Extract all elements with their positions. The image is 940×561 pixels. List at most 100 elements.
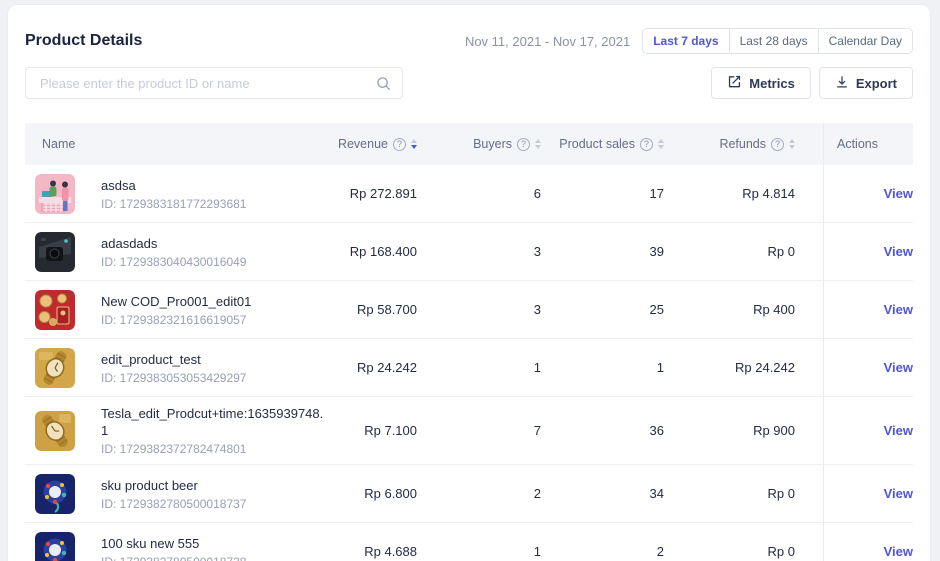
name-cell: asdsa ID: 1729383181772293681	[25, 166, 325, 222]
refunds-value: Rp 24.242	[735, 360, 795, 375]
name-cell: adasdads ID: 1729383040430016049	[25, 224, 325, 280]
product-thumbnail	[35, 410, 75, 451]
product-name-block: New COD_Pro001_edit01 ID: 17293823216166…	[101, 293, 251, 327]
actions-cell: View	[823, 165, 913, 222]
revenue-value: Rp 272.891	[349, 186, 417, 201]
product-name: asdsa	[101, 177, 136, 193]
refunds-value: Rp 900	[753, 423, 795, 438]
info-icon[interactable]: ?	[517, 137, 530, 151]
actions-cell: View	[823, 281, 913, 338]
product-id: ID: 1729383053053429297	[101, 370, 247, 385]
range-button-last-7-days[interactable]: Last 7 days	[653, 34, 719, 48]
actions-cell: View	[823, 465, 913, 522]
download-icon	[835, 75, 849, 92]
info-icon[interactable]: ?	[640, 137, 653, 151]
name-cell: New COD_Pro001_edit01 ID: 17293823216166…	[25, 282, 325, 338]
view-link[interactable]: View	[883, 244, 913, 259]
table-row: Tesla_edit_Prodcut+time:1635939748.1 ID:…	[25, 397, 913, 465]
name-cell: Tesla_edit_Prodcut+time:1635939748.1 ID:…	[25, 397, 325, 464]
view-link[interactable]: View	[883, 302, 913, 317]
product-name-block: 100 sku new 555 ID: 1729382780500018738	[101, 535, 246, 561]
table-row: adasdads ID: 1729383040430016049 Rp 168.…	[25, 223, 913, 281]
view-link[interactable]: View	[883, 186, 913, 201]
product-name: edit_product_test	[101, 351, 201, 367]
product-sales-value: 25	[649, 302, 664, 317]
product-sales-value: 17	[649, 186, 664, 201]
product-thumbnail	[35, 173, 75, 214]
view-link[interactable]: View	[883, 423, 913, 438]
actions-cell: View	[823, 523, 913, 561]
name-cell: sku product beer ID: 1729382780500018737	[25, 466, 325, 522]
column-header-product-sales: Product sales ?	[547, 123, 670, 165]
product-id: ID: 1729382780500018737	[101, 496, 247, 511]
product-id: ID: 1729382321616619057	[101, 312, 247, 327]
revenue-value: Rp 7.100	[364, 423, 417, 438]
buyers-value: 3	[533, 244, 541, 259]
export-button[interactable]: Export	[818, 67, 913, 99]
actions-cell: View	[823, 223, 913, 280]
buyers-value: 3	[533, 302, 541, 317]
view-link[interactable]: View	[883, 544, 913, 559]
sort-icon[interactable]	[789, 139, 795, 149]
action-buttons: Metrics Export	[711, 67, 913, 99]
info-icon[interactable]: ?	[393, 137, 406, 151]
column-header-actions: Actions	[823, 123, 913, 165]
sort-icon[interactable]	[535, 139, 541, 149]
product-name-block: sku product beer ID: 1729382780500018737	[101, 477, 246, 511]
product-sales-value: 1	[656, 360, 664, 375]
refunds-value: Rp 0	[767, 486, 795, 501]
range-button-calendar-day[interactable]: Calendar Day	[817, 29, 912, 53]
column-label-actions: Actions	[837, 137, 878, 151]
sort-icon[interactable]	[411, 139, 417, 149]
product-thumbnail	[35, 231, 75, 272]
column-label-revenue: Revenue	[337, 137, 388, 151]
refunds-value: Rp 4.814	[742, 186, 795, 201]
refunds-value: Rp 0	[767, 244, 795, 259]
date-controls: Nov 11, 2021 - Nov 17, 2021 Last 7 days …	[465, 28, 913, 54]
revenue-value: Rp 24.242	[357, 360, 417, 375]
product-name: Tesla_edit_Prodcut+time:1635939748.1	[101, 406, 324, 438]
table-row: asdsa ID: 1729383181772293681 Rp 272.891…	[25, 165, 913, 223]
buyers-value: 2	[533, 486, 541, 501]
column-header-name: Name	[25, 123, 325, 165]
product-name: adasdads	[101, 235, 158, 251]
buyers-value: 1	[533, 544, 541, 559]
product-name: 100 sku new 555	[101, 535, 200, 551]
product-id: ID: 1729382372782474801	[101, 442, 247, 456]
range-button-last-28-days[interactable]: Last 28 days	[728, 29, 818, 53]
product-name-block: Tesla_edit_Prodcut+time:1635939748.1 ID:…	[101, 405, 325, 456]
view-link[interactable]: View	[883, 360, 913, 375]
product-thumbnail	[35, 473, 75, 514]
product-id: ID: 1729383181772293681	[101, 196, 247, 211]
revenue-value: Rp 6.800	[364, 486, 417, 501]
toolbar: Metrics Export	[25, 67, 913, 99]
view-link[interactable]: View	[883, 486, 913, 501]
product-sales-value: 34	[649, 486, 664, 501]
product-id: ID: 1729382780500018738	[101, 555, 246, 561]
product-name-block: adasdads ID: 1729383040430016049	[101, 235, 246, 269]
topbar: Product Details Nov 11, 2021 - Nov 17, 2…	[25, 28, 913, 54]
products-table: Name Revenue ? Buyers ? Product sales ? …	[25, 123, 913, 561]
product-thumbnail	[35, 531, 75, 561]
revenue-value: Rp 4.688	[364, 544, 417, 559]
search-box[interactable]	[25, 67, 403, 99]
column-label-refunds: Refunds	[719, 137, 766, 151]
product-thumbnail	[35, 347, 75, 388]
search-input[interactable]	[38, 74, 368, 92]
product-name: sku product beer	[101, 477, 198, 493]
metrics-button[interactable]: Metrics	[711, 67, 811, 99]
column-label-buyers: Buyers	[473, 137, 512, 151]
sort-icon[interactable]	[658, 139, 664, 149]
table-row: New COD_Pro001_edit01 ID: 17293823216166…	[25, 281, 913, 339]
date-range-segments: Last 7 days Last 28 days Calendar Day	[642, 28, 913, 54]
product-sales-value: 2	[656, 544, 664, 559]
refunds-value: Rp 400	[753, 302, 795, 317]
buyers-value: 6	[533, 186, 541, 201]
date-range-text: Nov 11, 2021 - Nov 17, 2021	[464, 33, 631, 49]
column-header-buyers: Buyers ?	[421, 123, 547, 165]
column-header-refunds: Refunds ?	[670, 123, 823, 165]
search-icon[interactable]	[376, 76, 391, 96]
name-cell: 100 sku new 555 ID: 1729382780500018738	[25, 524, 325, 561]
info-icon[interactable]: ?	[771, 137, 784, 151]
product-sales-value: 36	[649, 423, 664, 438]
